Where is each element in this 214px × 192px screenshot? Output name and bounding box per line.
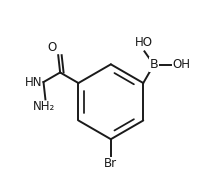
Text: B: B xyxy=(150,58,158,71)
Text: O: O xyxy=(47,41,56,54)
Text: HO: HO xyxy=(135,36,153,49)
Text: OH: OH xyxy=(172,58,190,71)
Text: Br: Br xyxy=(104,157,117,170)
Text: HN: HN xyxy=(24,76,42,89)
Text: NH₂: NH₂ xyxy=(33,100,56,113)
